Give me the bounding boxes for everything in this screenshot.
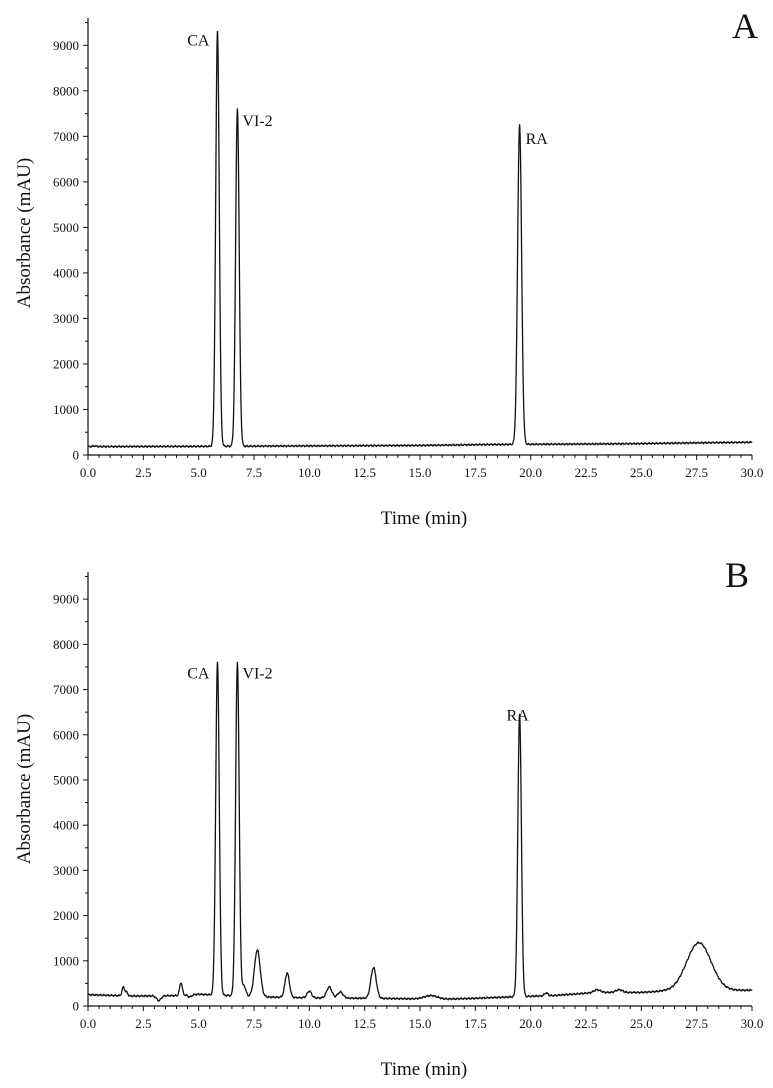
x-tick-label: 12.5: [353, 465, 376, 480]
x-tick-label: 17.5: [464, 1016, 487, 1031]
peak-label: RA: [506, 707, 529, 724]
x-tick-label: 15.0: [409, 1016, 432, 1031]
chromatogram-trace: [87, 661, 753, 1002]
peak-apex: [216, 30, 219, 33]
x-tick-label: 15.0: [409, 465, 432, 480]
y-axis-title: Absorbance (mAU): [14, 158, 35, 308]
x-tick-label: 22.5: [575, 465, 598, 480]
x-tick-label: 12.5: [353, 1016, 376, 1031]
peak-apex: [518, 124, 521, 126]
y-tick-label: 2000: [53, 356, 79, 371]
peak-apex: [236, 661, 239, 664]
peak-label: RA: [526, 131, 549, 148]
y-tick-label: 5000: [53, 772, 79, 787]
peak-apex: [216, 661, 219, 664]
peak-labels: CA VI-2 RA: [187, 665, 529, 724]
x-tick-label: 30.0: [741, 465, 764, 480]
ticks: 0 1000 2000 3000 4000 5000 6000 7000 8000 9000 0.0…: [53, 576, 764, 1031]
x-tick-label: 7.5: [246, 465, 262, 480]
y-tick-label: 3000: [53, 311, 79, 326]
peak-labels: CA VI-2 RA: [187, 33, 548, 148]
x-tick-label: 27.5: [685, 465, 708, 480]
x-tick-label: 0.0: [80, 1016, 96, 1031]
x-tick-label: 25.0: [630, 1016, 653, 1031]
x-tick-label: 25.0: [630, 465, 653, 480]
x-tick-label: 10.0: [298, 1016, 321, 1031]
x-tick-label: 22.5: [575, 1016, 598, 1031]
x-tick-label: 5.0: [191, 465, 207, 480]
y-tick-label: 8000: [53, 637, 79, 652]
panel-a: A Absorbance (mAU) Time (min) 0 1000 2000 3…: [14, 6, 763, 529]
peak-label: CA: [187, 665, 210, 682]
peak-apex: [518, 713, 521, 716]
trace-layer: [87, 30, 753, 449]
y-tick-label: 6000: [53, 727, 79, 742]
y-tick-label: 1000: [53, 402, 79, 417]
y-tick-label: 1000: [53, 953, 79, 968]
x-axis-title: Time (min): [381, 508, 467, 529]
x-tick-label: 30.0: [741, 1016, 764, 1031]
ticks: 0 1000 2000 3000 4000 5000 6000 7000 8000 9000 0.0…: [53, 22, 764, 480]
y-tick-label: 0: [73, 999, 80, 1014]
x-tick-label: 27.5: [685, 1016, 708, 1031]
y-tick-label: 4000: [53, 265, 79, 280]
peak-label: VI-2: [242, 665, 272, 682]
y-axis-title: Absorbance (mAU): [14, 714, 35, 864]
y-tick-label: 4000: [53, 818, 79, 833]
y-tick-label: 7000: [53, 129, 79, 144]
y-tick-label: 0: [73, 448, 80, 463]
y-tick-label: 7000: [53, 682, 79, 697]
panel-letter: A: [732, 6, 758, 46]
x-tick-label: 20.0: [519, 465, 542, 480]
x-tick-label: 20.0: [519, 1016, 542, 1031]
y-tick-label: 9000: [53, 592, 79, 607]
axes: [87, 18, 752, 456]
x-tick-label: 7.5: [246, 1016, 262, 1031]
x-tick-label: 0.0: [80, 465, 96, 480]
peak-label: VI-2: [242, 113, 272, 130]
axes: [87, 572, 752, 1007]
x-tick-label: 5.0: [191, 1016, 207, 1031]
y-tick-label: 2000: [53, 908, 79, 923]
trace-layer: [87, 661, 753, 1002]
x-tick-label: 10.0: [298, 465, 321, 480]
y-tick-label: 9000: [53, 38, 79, 53]
x-tick-label: 2.5: [135, 465, 151, 480]
peak-label: CA: [187, 33, 210, 50]
x-axis-title: Time (min): [381, 1059, 467, 1080]
peak-apex: [236, 108, 239, 110]
chromatogram-trace: [87, 31, 753, 449]
y-tick-label: 8000: [53, 83, 79, 98]
x-tick-label: 17.5: [464, 465, 487, 480]
x-tick-label: 2.5: [135, 1016, 151, 1031]
y-tick-label: 5000: [53, 220, 79, 235]
panel-b: B Absorbance (mAU) Time (min) 0 1000 2000 3…: [14, 555, 763, 1080]
panel-letter: B: [725, 555, 749, 595]
y-tick-label: 6000: [53, 174, 79, 189]
y-tick-label: 3000: [53, 863, 79, 878]
